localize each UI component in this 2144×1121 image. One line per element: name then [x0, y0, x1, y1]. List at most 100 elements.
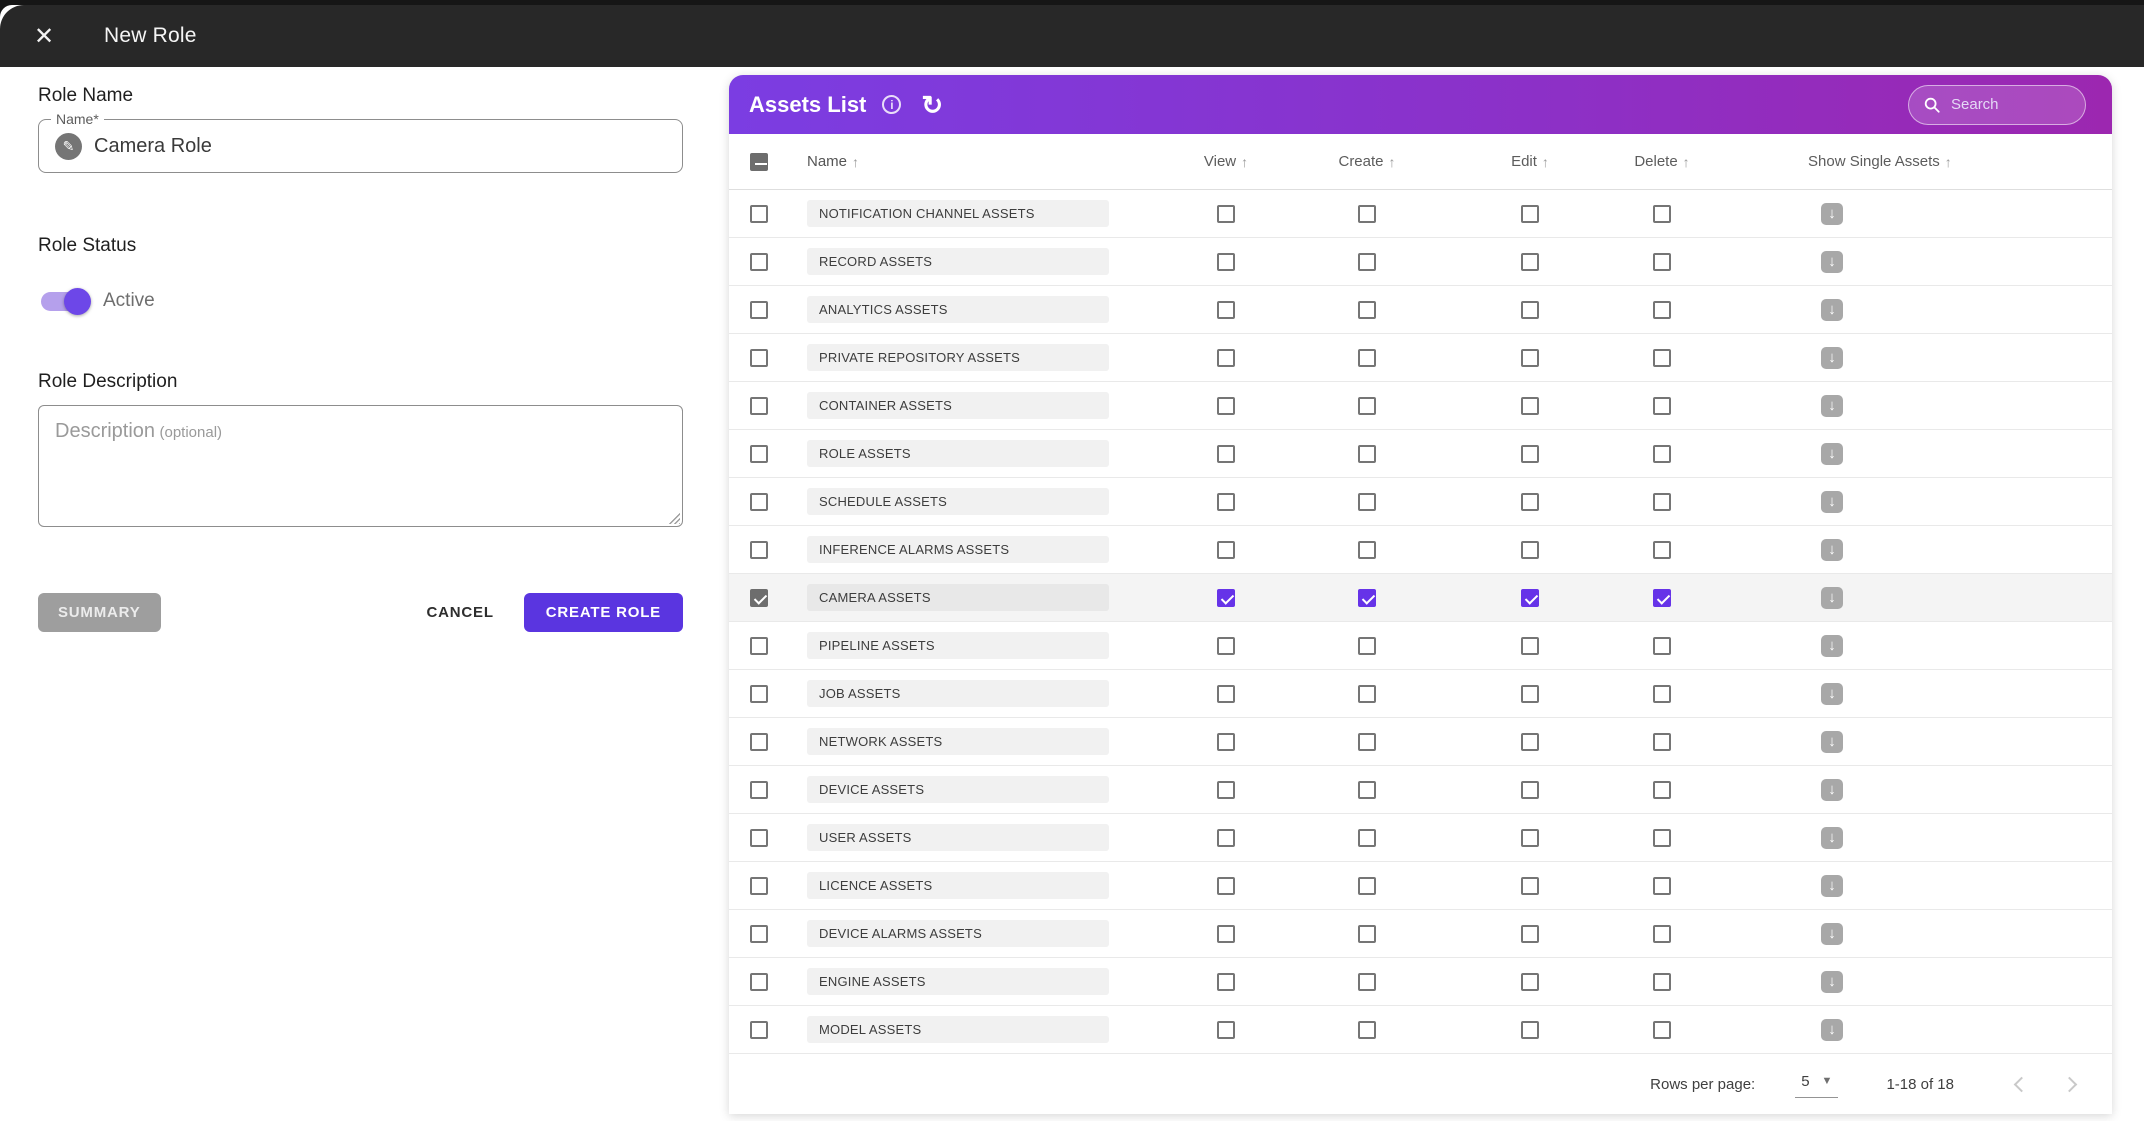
edit-permission-checkbox[interactable] [1521, 348, 1539, 367]
create-permission-checkbox[interactable] [1358, 972, 1376, 991]
edit-permission-checkbox[interactable] [1521, 252, 1539, 271]
row-select-checkbox[interactable] [750, 1020, 768, 1039]
create-permission-checkbox[interactable] [1358, 636, 1376, 655]
delete-permission-checkbox[interactable] [1653, 876, 1671, 895]
view-permission-checkbox[interactable] [1217, 300, 1235, 319]
edit-permission-checkbox[interactable] [1521, 972, 1539, 991]
delete-permission-checkbox[interactable] [1653, 492, 1671, 511]
sort-asc-icon[interactable]: ↑ [1388, 153, 1396, 170]
show-single-assets-icon[interactable]: ↓ [1821, 1018, 1843, 1041]
row-select-checkbox[interactable] [750, 780, 768, 799]
refresh-icon[interactable]: ↻ [921, 89, 944, 120]
row-select-checkbox[interactable] [750, 492, 768, 511]
sort-asc-icon[interactable]: ↑ [852, 153, 860, 170]
create-permission-checkbox[interactable] [1358, 444, 1376, 463]
show-single-assets-icon[interactable]: ↓ [1821, 586, 1843, 609]
create-permission-checkbox[interactable] [1358, 396, 1376, 415]
create-permission-checkbox[interactable] [1358, 540, 1376, 559]
view-permission-checkbox[interactable] [1217, 828, 1235, 847]
search-box[interactable] [1908, 84, 2086, 125]
row-select-checkbox[interactable] [750, 972, 768, 991]
show-single-assets-icon[interactable]: ↓ [1821, 922, 1843, 945]
row-select-checkbox[interactable] [750, 252, 768, 271]
row-select-checkbox[interactable] [750, 924, 768, 943]
delete-permission-checkbox[interactable] [1653, 684, 1671, 703]
show-single-assets-icon[interactable]: ↓ [1821, 442, 1843, 465]
column-header-name[interactable]: Name [807, 153, 848, 170]
delete-permission-checkbox[interactable] [1653, 732, 1671, 751]
create-permission-checkbox[interactable] [1358, 732, 1376, 751]
description-textarea[interactable]: Description (optional) [38, 405, 683, 527]
create-permission-checkbox[interactable] [1358, 828, 1376, 847]
create-role-button[interactable]: CREATE ROLE [523, 593, 683, 632]
show-single-assets-icon[interactable]: ↓ [1821, 730, 1843, 753]
sort-asc-icon[interactable]: ↑ [1682, 153, 1690, 170]
edit-permission-checkbox[interactable] [1521, 396, 1539, 415]
show-single-assets-icon[interactable]: ↓ [1821, 250, 1843, 273]
row-select-checkbox[interactable] [750, 300, 768, 319]
column-header-view[interactable]: View [1203, 153, 1237, 170]
summary-button[interactable]: SUMMARY [38, 593, 161, 632]
row-select-checkbox[interactable] [750, 828, 768, 847]
show-single-assets-icon[interactable]: ↓ [1821, 346, 1843, 369]
close-icon[interactable]: ✕ [24, 16, 64, 56]
rows-per-page-select[interactable]: 5 ▼ [1795, 1071, 1839, 1098]
row-select-checkbox[interactable] [750, 684, 768, 703]
delete-permission-checkbox[interactable] [1653, 300, 1671, 319]
view-permission-checkbox[interactable] [1217, 924, 1235, 943]
edit-permission-checkbox[interactable] [1521, 1020, 1539, 1039]
edit-permission-checkbox[interactable] [1521, 636, 1539, 655]
edit-permission-checkbox[interactable] [1521, 924, 1539, 943]
show-single-assets-icon[interactable]: ↓ [1821, 490, 1843, 513]
show-single-assets-icon[interactable]: ↓ [1821, 826, 1843, 849]
cancel-button[interactable]: CANCEL [412, 593, 507, 632]
edit-permission-checkbox[interactable] [1521, 492, 1539, 511]
row-select-checkbox[interactable] [750, 588, 768, 607]
delete-permission-checkbox[interactable] [1653, 396, 1671, 415]
delete-permission-checkbox[interactable] [1653, 540, 1671, 559]
show-single-assets-icon[interactable]: ↓ [1821, 634, 1843, 657]
previous-page-button[interactable] [2004, 1067, 2038, 1101]
edit-permission-checkbox[interactable] [1521, 300, 1539, 319]
view-permission-checkbox[interactable] [1217, 732, 1235, 751]
create-permission-checkbox[interactable] [1358, 348, 1376, 367]
edit-permission-checkbox[interactable] [1521, 684, 1539, 703]
info-icon[interactable]: i [882, 95, 902, 114]
view-permission-checkbox[interactable] [1217, 252, 1235, 271]
view-permission-checkbox[interactable] [1217, 972, 1235, 991]
create-permission-checkbox[interactable] [1358, 492, 1376, 511]
show-single-assets-icon[interactable]: ↓ [1821, 202, 1843, 225]
search-input[interactable] [1951, 96, 2061, 113]
edit-permission-checkbox[interactable] [1521, 444, 1539, 463]
next-page-button[interactable] [2052, 1067, 2086, 1101]
delete-permission-checkbox[interactable] [1653, 1020, 1671, 1039]
view-permission-checkbox[interactable] [1217, 684, 1235, 703]
delete-permission-checkbox[interactable] [1653, 828, 1671, 847]
view-permission-checkbox[interactable] [1217, 588, 1235, 607]
view-permission-checkbox[interactable] [1217, 1020, 1235, 1039]
create-permission-checkbox[interactable] [1358, 924, 1376, 943]
delete-permission-checkbox[interactable] [1653, 636, 1671, 655]
row-select-checkbox[interactable] [750, 444, 768, 463]
column-header-delete[interactable]: Delete [1634, 153, 1678, 170]
resize-handle[interactable] [668, 512, 680, 524]
edit-permission-checkbox[interactable] [1521, 876, 1539, 895]
view-permission-checkbox[interactable] [1217, 636, 1235, 655]
show-single-assets-icon[interactable]: ↓ [1821, 970, 1843, 993]
delete-permission-checkbox[interactable] [1653, 780, 1671, 799]
create-permission-checkbox[interactable] [1358, 684, 1376, 703]
delete-permission-checkbox[interactable] [1653, 204, 1671, 223]
column-header-show-single-assets[interactable]: Show Single Assets [1808, 153, 1940, 170]
role-status-toggle[interactable] [41, 287, 91, 315]
edit-permission-checkbox[interactable] [1521, 204, 1539, 223]
row-select-checkbox[interactable] [750, 204, 768, 223]
view-permission-checkbox[interactable] [1217, 492, 1235, 511]
view-permission-checkbox[interactable] [1217, 348, 1235, 367]
edit-permission-checkbox[interactable] [1521, 828, 1539, 847]
show-single-assets-icon[interactable]: ↓ [1821, 874, 1843, 897]
create-permission-checkbox[interactable] [1358, 252, 1376, 271]
view-permission-checkbox[interactable] [1217, 780, 1235, 799]
view-permission-checkbox[interactable] [1217, 204, 1235, 223]
sort-asc-icon[interactable]: ↑ [1944, 153, 1952, 170]
create-permission-checkbox[interactable] [1358, 588, 1376, 607]
